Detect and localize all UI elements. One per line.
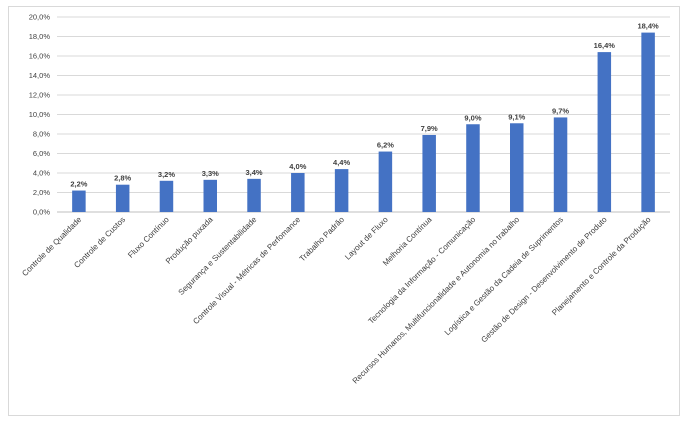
category-label: Layout de Fluxo [343,215,390,262]
data-label: 3,2% [158,170,175,179]
y-tick-label: 6,0% [33,149,50,158]
bar [115,184,130,212]
category-label: Fluxo Contínuo [126,215,171,260]
bar [378,151,393,212]
y-tick-label: 20,0% [29,13,51,22]
data-label: 9,7% [552,106,569,115]
data-label: 9,1% [508,112,525,121]
y-tick-label: 16,0% [29,52,51,61]
bar [597,52,612,212]
category-label: Recursos Humanos, Multifuncionalidade e … [351,215,522,386]
bar [553,117,568,212]
category-label: Produção puxada [164,215,215,266]
data-labels: 2,2% 2,8% 3,2% 3,3% 3,4% 4,0% 4,4% 6,2% 7,9% 9,0%… [70,22,659,189]
y-tick-label: 2,0% [33,188,50,197]
category-label: Planejamento e Controle da Produção [550,215,653,318]
category-label: Segurança e Sustentabilidade [177,215,259,297]
bar [641,32,655,212]
bars [72,32,655,212]
bar [422,134,436,212]
bar [466,124,480,212]
bar [291,173,305,212]
y-tick-label: 0,0% [33,208,50,217]
bar [510,123,524,212]
gridlines [57,16,670,213]
y-tick-label: 10,0% [29,110,51,119]
category-label: Trabalho Padrão [298,215,347,264]
y-tick-label: 8,0% [33,130,50,139]
data-label: 7,9% [421,124,438,133]
data-label: 2,2% [70,180,87,189]
y-tick-label: 14,0% [29,71,51,80]
bar [203,179,217,212]
data-label: 3,4% [245,168,262,177]
category-label: Controle de Qualidade [20,215,83,278]
y-axis: 0,0% 2,0% 4,0% 6,0% 8,0% 10,0% 12,0% 14,0% 16,0%… [29,13,51,217]
y-tick-label: 4,0% [33,169,50,178]
data-label: 3,3% [202,169,219,178]
bar [247,178,261,212]
data-label: 4,0% [289,162,306,171]
bar [334,169,349,212]
bar [72,190,86,212]
data-label: 18,4% [637,22,659,31]
data-label: 4,4% [333,158,350,167]
y-tick-label: 18,0% [29,32,51,41]
data-label: 2,8% [114,174,131,183]
bar [159,180,174,212]
data-label: 9,0% [464,113,481,122]
data-label: 6,2% [377,141,394,150]
y-tick-label: 12,0% [29,91,51,100]
data-label: 16,4% [594,41,616,50]
